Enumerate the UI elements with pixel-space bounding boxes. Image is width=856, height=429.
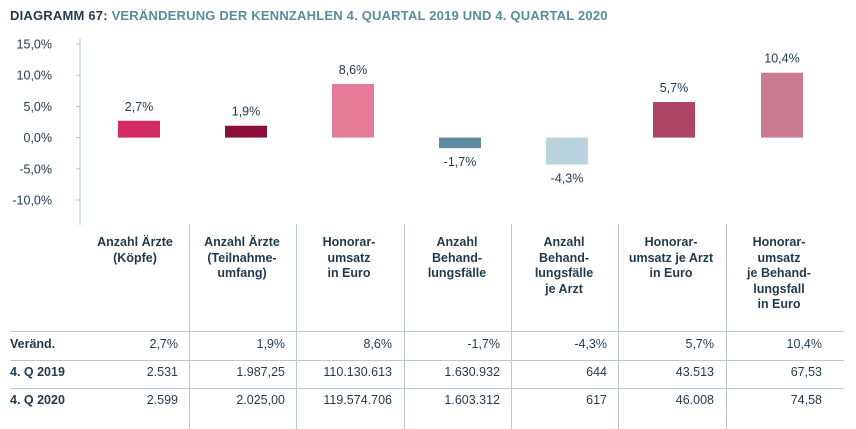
column-header-line: Behand-: [539, 250, 589, 265]
table-cell: 1.603.312: [444, 393, 500, 407]
column-header: Honorar-umsatz in Euro: [296, 235, 402, 282]
column-header: Anzahl Behand-lungsfälle je Arzt: [511, 235, 617, 297]
column-header-line: in Euro: [327, 266, 371, 280]
column-header-line: Honorar-: [752, 235, 806, 249]
bar-value-label: 8,6%: [339, 63, 368, 77]
bar-chart: 15,0% 10,0% 5,0% 0,0% -5,0% -10,0% 2,7% 1,9% 8,6…: [12, 38, 803, 225]
bar-value-label: 1,9%: [232, 105, 261, 119]
table-cell: 2.025,00: [236, 393, 285, 407]
column-header-line: umsatz: [757, 250, 801, 265]
chart-title: DIAGRAMM 67: VERÄNDERUNG DER KENNZAHLEN …: [10, 8, 608, 23]
table-cell: 2.599: [146, 393, 178, 407]
column-header-line: umfang): [217, 266, 267, 280]
title-lead: DIAGRAMM 67:: [10, 8, 108, 23]
y-tick-label: -10,0%: [12, 194, 52, 208]
column-header-line: (Teilnahme-: [207, 250, 277, 265]
y-tick-label: 10,0%: [17, 69, 52, 83]
table-cell: 2.531: [146, 365, 178, 379]
bar: [332, 83, 374, 138]
column-header-line: umsatz je Arzt: [628, 250, 714, 265]
column-divider: [189, 224, 190, 429]
table-cell: 644: [586, 365, 607, 379]
bar: [118, 120, 160, 138]
column-header-line: lungsfälle: [534, 266, 594, 280]
table-cell: 5,7%: [685, 337, 715, 351]
table-cell: 617: [586, 393, 607, 407]
table-cell: 46.008: [675, 393, 714, 407]
table-cell: 10,4%: [786, 337, 822, 351]
table-cell: 1.630.932: [444, 365, 500, 379]
column-header: Honorar-umsatz je Behand-lungsfall in Euro: [726, 235, 832, 313]
bar-value-label: 10,4%: [764, 52, 799, 66]
column-header-line: je Behand-: [747, 266, 811, 280]
column-header-line: in Euro: [757, 297, 801, 311]
bar: [761, 72, 803, 138]
column-divider: [296, 224, 297, 429]
row-label: 4. Q 2020: [10, 393, 65, 407]
y-tick-label: 5,0%: [24, 100, 53, 114]
table-cell: 67,53: [790, 365, 822, 379]
column-header-line: je Arzt: [545, 281, 583, 296]
column-header-line: Honorar-: [644, 235, 698, 249]
column-header-line: (Köpfe): [113, 250, 157, 265]
column-header-line: lungsfall: [753, 281, 805, 296]
table-cell: -1,7%: [467, 337, 500, 351]
column-divider: [404, 224, 405, 429]
table-cell: 1,9%: [256, 337, 286, 351]
table-cell: 8,6%: [363, 337, 393, 351]
row-divider: [10, 331, 844, 332]
y-tick-label: 15,0%: [17, 38, 52, 52]
row-label: 4. Q 2019: [10, 365, 65, 379]
column-header-line: Anzahl Ärzte: [204, 235, 280, 249]
table-cell: 1.987,25: [236, 365, 285, 379]
column-header-line: Anzahl Ärzte: [97, 235, 173, 249]
row-label: Veränd.: [10, 337, 56, 351]
column-divider: [511, 224, 512, 429]
table-cell: 74,58: [790, 393, 822, 407]
column-divider: [618, 224, 619, 429]
column-header-line: umsatz: [327, 250, 371, 265]
column-header-line: Honorar-: [322, 235, 376, 249]
table-cell: -4,3%: [574, 337, 607, 351]
y-tick-label: 0,0%: [24, 131, 53, 145]
column-header: Honorar-umsatz je Arzt in Euro: [618, 235, 724, 282]
column-header-line: Behand-: [432, 250, 482, 265]
table-cell: 119.574.706: [323, 393, 392, 407]
column-header-line: lungsfälle: [427, 266, 487, 280]
column-header-line: Anzahl: [543, 235, 585, 249]
bar-value-label: 2,7%: [125, 100, 154, 114]
y-tick-label: -5,0%: [19, 162, 52, 176]
bar-value-label: -4,3%: [551, 171, 584, 185]
bar-value-label: -1,7%: [444, 155, 477, 169]
bar-value-label: 5,7%: [660, 81, 689, 95]
column-header: Anzahl Behand-lungsfälle: [404, 235, 510, 282]
column-header-line: Anzahl: [436, 235, 478, 249]
table-cell: 110.130.613: [323, 365, 392, 379]
bar: [653, 102, 695, 138]
column-divider: [726, 224, 727, 429]
column-header-line: in Euro: [649, 266, 693, 280]
bar: [439, 137, 481, 149]
column-header: Anzahl Ärzte (Köpfe): [82, 235, 188, 266]
bar: [225, 125, 267, 138]
row-divider: [10, 388, 844, 389]
title-rest: VERÄNDERUNG DER KENNZAHLEN 4. QUARTAL 20…: [111, 8, 608, 23]
table-cell: 2,7%: [149, 337, 179, 351]
bar: [546, 137, 588, 165]
table-cell: 43.513: [675, 365, 714, 379]
row-divider: [10, 360, 844, 361]
column-header: Anzahl Ärzte (Teilnahme-umfang): [189, 235, 295, 282]
